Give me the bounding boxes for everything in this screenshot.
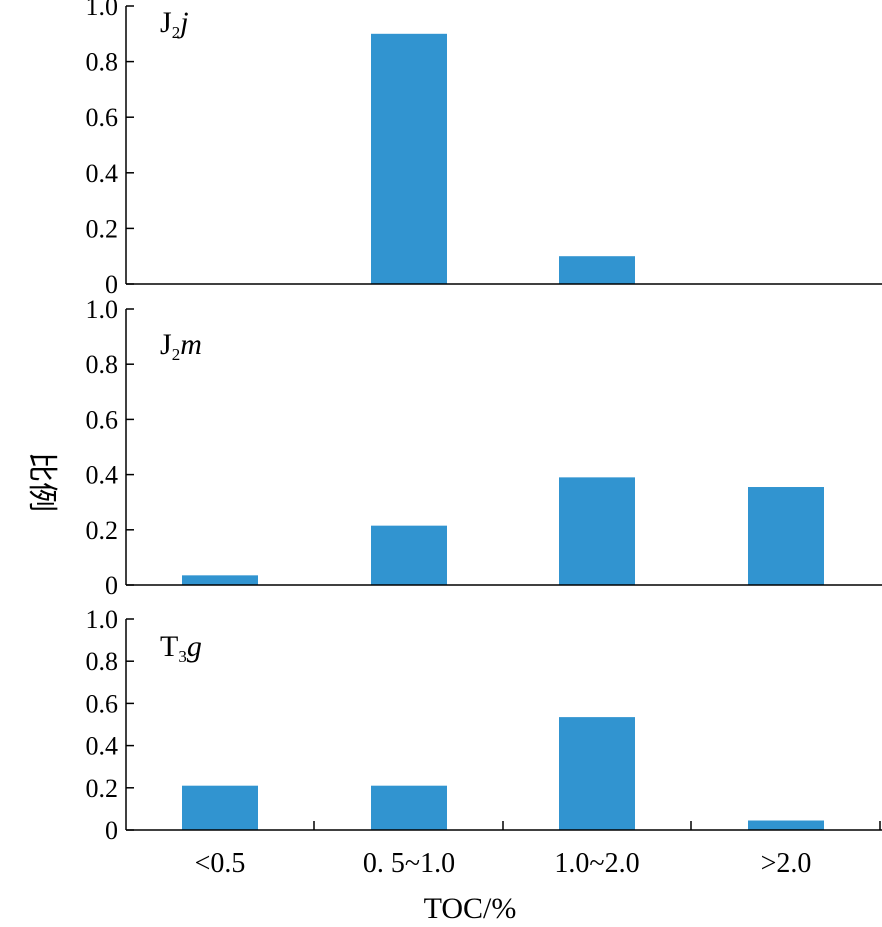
x-category-label-4: >2.0 [761, 848, 812, 879]
y-tick-label-panel-3-0: 0 [105, 816, 118, 845]
y-axis-title: 比例 [25, 452, 58, 512]
x-axis-title: TOC/% [424, 892, 517, 922]
bar-panel-3-3 [559, 717, 635, 830]
bar-panel-2-3 [559, 477, 635, 585]
y-tick-label-panel-3-4: 0.8 [86, 647, 119, 676]
y-tick-label-panel-3-5: 1.0 [86, 605, 119, 634]
bar-panel-3-2 [371, 785, 447, 830]
bar-panel-1-3 [559, 256, 635, 284]
y-tick-label-panel-2-1: 0.2 [86, 516, 119, 545]
y-tick-label-panel-1-4: 0.8 [86, 48, 119, 77]
y-tick-label-panel-2-2: 0.4 [86, 461, 119, 490]
bar-panel-3-1 [182, 785, 258, 830]
x-category-label-2: 0. 5~1.0 [363, 848, 455, 879]
y-tick-label-panel-1-5: 1.0 [86, 0, 119, 21]
bar-panel-2-1 [182, 575, 258, 585]
y-tick-label-panel-1-1: 0.2 [86, 214, 119, 243]
y-tick-label-panel-3-1: 0.2 [86, 774, 119, 803]
y-tick-label-panel-2-5: 1.0 [86, 295, 119, 324]
bar-panel-1-2 [371, 33, 447, 284]
y-tick-label-panel-1-0: 0 [105, 270, 118, 299]
y-tick-label-panel-3-2: 0.4 [86, 732, 119, 761]
x-category-label-3: 1.0~2.0 [554, 848, 639, 879]
bar-panel-3-4 [748, 820, 824, 830]
panel-label-2: J2m [160, 328, 202, 364]
y-tick-label-panel-2-4: 0.8 [86, 350, 119, 379]
y-tick-label-panel-1-3: 0.6 [86, 103, 119, 132]
y-tick-label-panel-2-3: 0.6 [86, 405, 119, 434]
x-category-label-1: <0.5 [195, 848, 246, 879]
panel-label-1: J2j [160, 6, 189, 42]
y-tick-label-panel-1-2: 0.4 [86, 159, 119, 188]
bar-panel-2-2 [371, 525, 447, 585]
panel-label-3: T3g [160, 630, 202, 666]
y-tick-label-panel-3-3: 0.6 [86, 689, 119, 718]
y-tick-label-panel-2-0: 0 [105, 571, 118, 600]
bar-panel-2-4 [748, 487, 824, 585]
